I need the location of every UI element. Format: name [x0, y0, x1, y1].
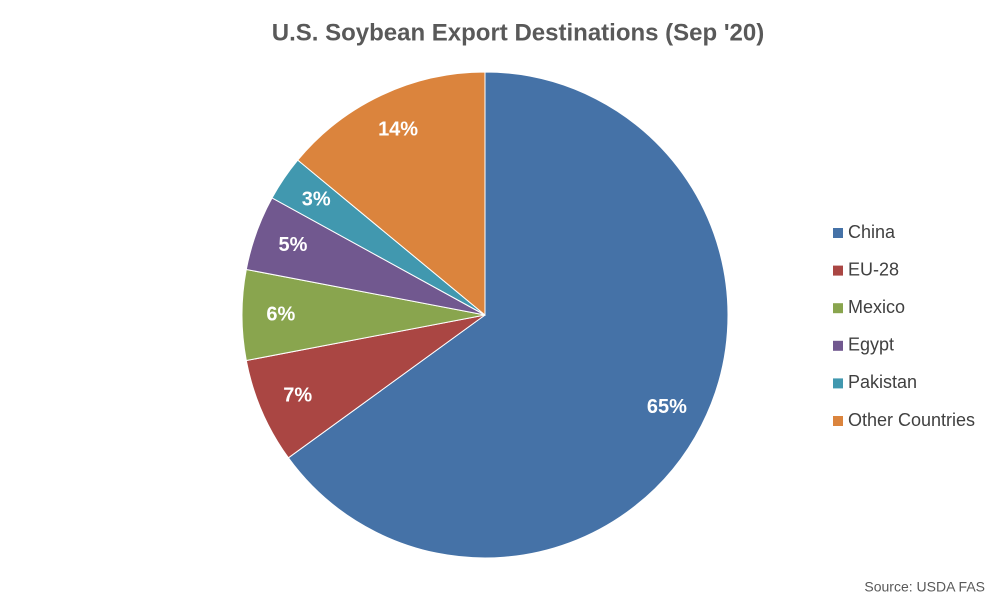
data-label: 5% [278, 234, 307, 256]
legend-label: Other Countries [848, 410, 975, 430]
legend-swatch [833, 228, 843, 238]
legend-label: Egypt [848, 335, 894, 355]
pie-slice [287, 71, 729, 559]
legend-label: Mexico [848, 297, 905, 317]
data-label: 6% [266, 303, 295, 325]
data-label: 3% [302, 189, 331, 211]
legend-swatch [833, 265, 843, 276]
legend-swatch [833, 416, 843, 426]
legend-label: China [848, 222, 896, 242]
pie-slice [245, 314, 486, 459]
chart-title: U.S. Soybean Export Destinations (Sep '2… [272, 19, 764, 46]
legend-swatch [833, 378, 843, 389]
legend-label: EU-28 [848, 259, 899, 279]
data-label: 14% [378, 119, 418, 141]
data-label: 7% [283, 384, 312, 406]
data-label: 65% [647, 396, 687, 418]
pie-slice [297, 71, 486, 317]
legend-swatch [833, 340, 843, 351]
legend-label: Pakistan [848, 372, 917, 392]
legend-swatch [833, 303, 843, 314]
source-note: Source: USDA FAS [864, 579, 985, 595]
